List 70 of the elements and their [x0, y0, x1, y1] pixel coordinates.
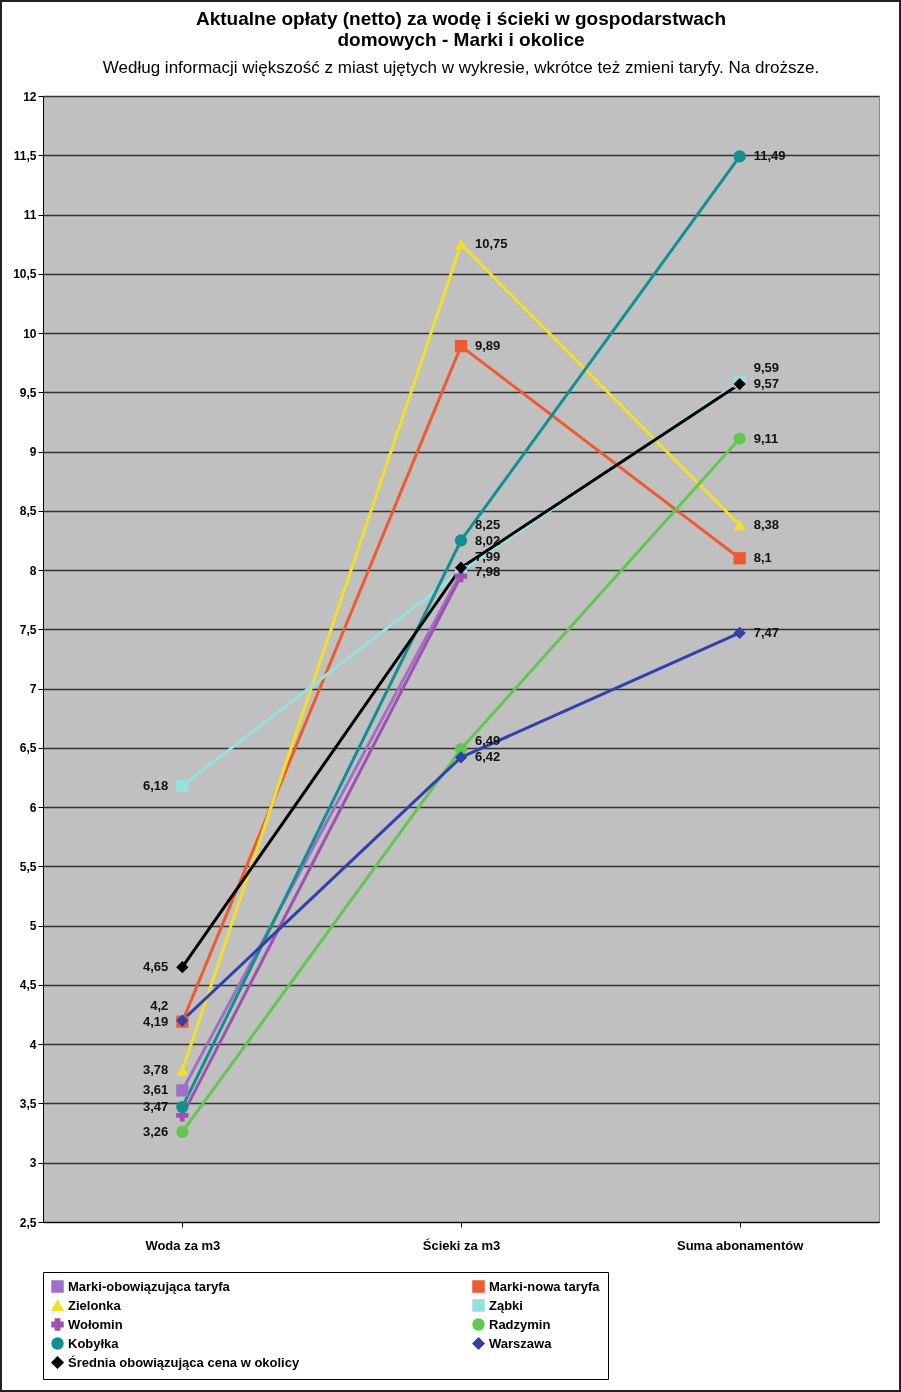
point: [454, 742, 468, 756]
point: [176, 1125, 189, 1139]
legend-label: Ząbki: [489, 1297, 523, 1313]
legend-label: Marki-nowa taryfa: [489, 1278, 601, 1294]
y-tick-label: 5: [29, 919, 37, 934]
point: [733, 552, 746, 565]
legend-label: Marki-obowiązująca taryfa: [68, 1278, 231, 1294]
y-tick-label: 10: [23, 326, 37, 341]
y-tick-label: 2,5: [19, 1215, 37, 1230]
data-label: 3,78: [143, 1062, 169, 1078]
data-label: 3,26: [143, 1123, 169, 1139]
data-label: 6,18: [143, 777, 169, 793]
point: [733, 432, 746, 445]
point: [733, 519, 746, 531]
point: [176, 961, 189, 974]
y-tick-label: 4,5: [19, 978, 37, 993]
y-tick-label: 6: [29, 800, 37, 815]
legend-label: Zielonka: [68, 1297, 122, 1313]
data-label: 9,57: [753, 376, 779, 392]
y-tick-label: 6,5: [19, 741, 37, 756]
point: [454, 561, 468, 574]
y-tick-label: 5,5: [19, 859, 37, 874]
point: [454, 534, 468, 547]
data-label: 4,2: [150, 997, 169, 1013]
data-label: 9,59: [753, 360, 779, 376]
legend-label: Warszawa: [489, 1335, 553, 1351]
y-tick-label: 3,5: [19, 1096, 37, 1111]
data-label: 4,65: [143, 959, 169, 975]
y-tick-label: 3: [29, 1156, 37, 1171]
legend-label: Wołomin: [68, 1316, 123, 1332]
data-label: 8,1: [753, 550, 772, 566]
x-tick-label: Suma abonamentów: [676, 1237, 805, 1253]
point: [454, 751, 468, 764]
text: domowych - Marki i okolice: [337, 29, 585, 50]
y-tick-label: 4: [29, 1037, 37, 1052]
legend-label: Kobyłka: [68, 1335, 120, 1351]
data-label: 6,42: [475, 749, 501, 765]
data-label: 4,19: [143, 1013, 169, 1029]
point: [454, 238, 468, 250]
y-tick-label: 12: [23, 89, 37, 104]
legend-label: Średnia obowiązująca cena w okolicy: [68, 1354, 300, 1370]
point: [176, 779, 189, 792]
y-tick-label: 7,5: [19, 622, 37, 637]
y-tick-label: 10,5: [13, 267, 37, 282]
y-tick-label: 8,5: [19, 504, 37, 519]
legend-label: Radzymin: [489, 1316, 551, 1332]
y-tick-label: 11: [23, 208, 37, 223]
y-tick-label: 11,5: [13, 148, 37, 163]
x-tick-label: Ścieki za m3: [422, 1237, 501, 1253]
text: Aktualne opłaty (netto) za wodę i ścieki w gospodarstwach: [196, 8, 726, 29]
y-tick-label: 8: [29, 563, 37, 578]
point: [454, 339, 468, 353]
x-tick-label: Woda za m3: [145, 1237, 221, 1253]
point: [176, 1100, 189, 1114]
y-tick-label: 9,5: [19, 385, 37, 400]
point: [733, 626, 746, 640]
data-label: 9,11: [753, 430, 779, 446]
y-tick-label: 9: [29, 445, 37, 460]
y-tick-label: 7: [29, 682, 37, 697]
chart-subtitle: Według informacji większość z miast ujętych w wykresie, wkrótce też zmieni taryfy. Na droższe.: [102, 58, 820, 77]
point: [176, 1084, 189, 1097]
data-label: 8,02: [475, 532, 501, 548]
data-label: 10,75: [475, 236, 508, 252]
data-label: 8,25: [475, 516, 501, 532]
data-label: 6,49: [475, 733, 501, 749]
point: [176, 1064, 189, 1076]
data-label: 3,61: [143, 1082, 169, 1098]
data-label: 9,89: [475, 338, 501, 354]
data-label: 8,38: [753, 517, 779, 533]
point: [733, 150, 746, 163]
